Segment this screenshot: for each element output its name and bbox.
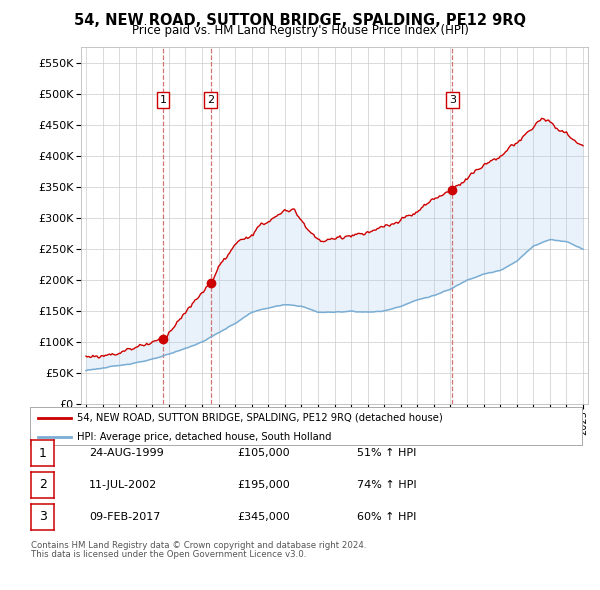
Text: 09-FEB-2017: 09-FEB-2017 (89, 512, 160, 522)
Text: 2: 2 (38, 478, 47, 491)
Text: 51% ↑ HPI: 51% ↑ HPI (357, 448, 416, 458)
Text: 3: 3 (38, 510, 47, 523)
Text: £105,000: £105,000 (237, 448, 290, 458)
Text: 54, NEW ROAD, SUTTON BRIDGE, SPALDING, PE12 9RQ: 54, NEW ROAD, SUTTON BRIDGE, SPALDING, P… (74, 13, 526, 28)
Text: Contains HM Land Registry data © Crown copyright and database right 2024.: Contains HM Land Registry data © Crown c… (31, 541, 367, 550)
Text: 54, NEW ROAD, SUTTON BRIDGE, SPALDING, PE12 9RQ (detached house): 54, NEW ROAD, SUTTON BRIDGE, SPALDING, P… (77, 413, 443, 423)
Text: 60% ↑ HPI: 60% ↑ HPI (357, 512, 416, 522)
Text: 1: 1 (38, 447, 47, 460)
Text: Price paid vs. HM Land Registry's House Price Index (HPI): Price paid vs. HM Land Registry's House … (131, 24, 469, 37)
Text: 2: 2 (207, 95, 214, 105)
Text: 1: 1 (160, 95, 166, 105)
Text: £345,000: £345,000 (237, 512, 290, 522)
Text: This data is licensed under the Open Government Licence v3.0.: This data is licensed under the Open Gov… (31, 550, 307, 559)
Text: HPI: Average price, detached house, South Holland: HPI: Average price, detached house, Sout… (77, 432, 331, 442)
Text: 74% ↑ HPI: 74% ↑ HPI (357, 480, 416, 490)
Text: 11-JUL-2002: 11-JUL-2002 (89, 480, 157, 490)
Text: 24-AUG-1999: 24-AUG-1999 (89, 448, 164, 458)
Text: 3: 3 (449, 95, 456, 105)
Text: £195,000: £195,000 (237, 480, 290, 490)
